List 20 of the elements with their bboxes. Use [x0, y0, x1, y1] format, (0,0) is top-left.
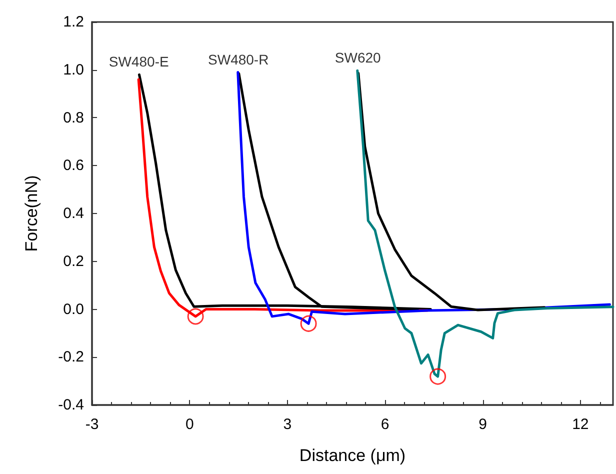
x-tick-label: 3	[283, 416, 292, 433]
y-tick-label: 0.2	[63, 252, 84, 270]
y-axis-title: Force(nN)	[22, 175, 41, 252]
y-tick-label: 0.8	[63, 109, 84, 126]
y-tick-label: 0.0	[63, 300, 84, 318]
y-tick-label: -0.2	[58, 348, 84, 366]
x-tick-label: 6	[380, 416, 390, 433]
y-tick-label: 1.2	[63, 14, 84, 30]
y-tick-label: 1.0	[63, 61, 84, 78]
x-tick-label: 0	[186, 416, 194, 433]
y-tick-label: -0.4	[58, 396, 84, 414]
x-axis-title: Distance (μm)	[299, 446, 406, 465]
annotation: SW480-E	[108, 54, 169, 70]
y-tick-label: 0.6	[63, 157, 84, 174]
x-tick-label: 9	[478, 416, 487, 433]
annotation: SW620	[334, 50, 382, 66]
x-tick-label: 12	[572, 416, 589, 433]
annotation: SW480-R	[208, 51, 269, 68]
x-tick-label: -3	[85, 416, 99, 433]
y-tick-label: 0.4	[63, 205, 84, 222]
